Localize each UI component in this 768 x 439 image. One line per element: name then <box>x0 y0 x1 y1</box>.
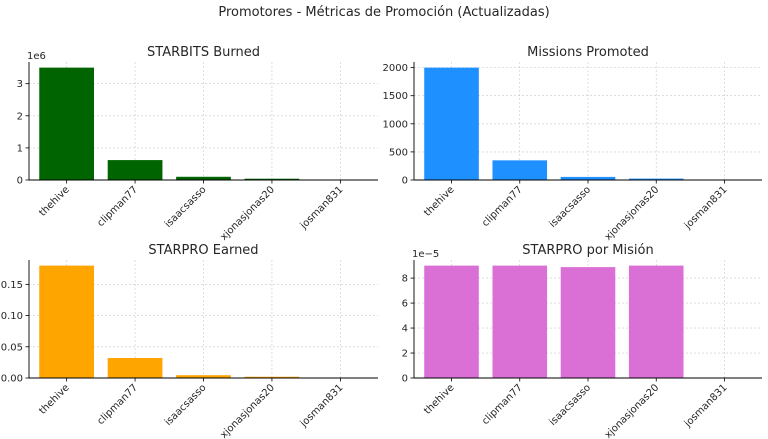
y-tick-label: 0.05 <box>1 342 23 353</box>
y-tick-label: 0.15 <box>1 280 23 291</box>
x-tick-label: thehive <box>422 382 456 416</box>
bar-thehive <box>39 265 95 378</box>
x-tick-label: isaacsasso <box>163 184 209 230</box>
bar-thehive <box>424 67 479 180</box>
x-tick-label: josman831 <box>298 184 346 232</box>
y-tick-label: 1000 <box>383 119 408 130</box>
y-tick-label: 3 <box>17 79 23 90</box>
y-tick-label: 0 <box>17 176 23 187</box>
y-tick-label: 4 <box>402 324 408 335</box>
bar-clipman77 <box>492 160 548 180</box>
x-tick-label: clipman77 <box>95 184 140 229</box>
y-tick-label: 1500 <box>383 91 408 102</box>
subplot-3: 0.00 0.05 0.10 0.15 thehive clipman77 isaacsas… <box>1 243 378 439</box>
subplot-title: STARPRO por Misión <box>522 243 653 258</box>
y-tick-label: 0 <box>402 176 408 187</box>
subplot-1: 0 1 2 3 thehive clipman77 isaacsasso xjonasjona… <box>17 45 378 243</box>
subplot-4: 0 2 4 6 8 thehive clipman77 isaacsasso xjonasjon… <box>402 243 762 439</box>
x-tick-label: josman831 <box>682 382 730 430</box>
bar-xjonasjonas20 <box>628 265 684 378</box>
bar-clipman77 <box>492 265 548 378</box>
y-tick-label: 500 <box>389 147 408 158</box>
bar-isaacsasso <box>176 375 231 378</box>
subplot-title: Missions Promoted <box>527 45 649 60</box>
subplot-title: STARPRO Earned <box>148 243 258 258</box>
y-tick-label: 2 <box>17 111 23 122</box>
x-tick-label: xjonasjonas20 <box>219 382 278 439</box>
x-tick-label: thehive <box>422 184 456 218</box>
y-tick-label: 2 <box>402 349 408 360</box>
x-tick-label: xjonasjonas20 <box>603 184 662 243</box>
x-tick-label: xjonasjonas20 <box>219 184 278 243</box>
x-tick-label: isaacsasso <box>547 382 593 428</box>
bar-thehive <box>39 67 95 180</box>
bar-isaacsasso <box>560 176 616 180</box>
x-tick-label: isaacsasso <box>547 184 593 230</box>
figure-suptitle: Promotores - Métricas de Promoción (Actu… <box>218 5 549 20</box>
x-tick-label: thehive <box>37 382 71 416</box>
y-tick-label: 1 <box>17 143 23 154</box>
bar-isaacsasso <box>176 176 231 180</box>
x-tick-label: thehive <box>37 184 71 218</box>
bar-thehive <box>424 265 479 378</box>
x-tick-label: josman831 <box>298 382 346 430</box>
y-tick-label: 0 <box>402 374 408 385</box>
x-tick-label: josman831 <box>682 184 730 232</box>
y-offset-label: 1e−5 <box>412 249 439 260</box>
subplot-2: 0 500 1000 1500 2000 thehive clipman77 isaacsas… <box>383 45 762 243</box>
bar-xjonasjonas20 <box>244 178 300 180</box>
y-tick-label: 0.00 <box>1 374 23 385</box>
y-tick-label: 8 <box>402 274 408 285</box>
bar-clipman77 <box>107 160 163 180</box>
bar-isaacsasso <box>560 267 616 378</box>
x-tick-label: clipman77 <box>480 382 525 427</box>
bar-clipman77 <box>107 358 163 378</box>
x-tick-label: clipman77 <box>480 184 525 229</box>
y-offset-label: 1e6 <box>27 51 46 62</box>
y-tick-label: 2000 <box>383 63 408 74</box>
x-tick-label: isaacsasso <box>163 382 209 428</box>
y-tick-label: 0.10 <box>1 311 23 322</box>
x-tick-label: clipman77 <box>95 382 140 427</box>
x-tick-label: xjonasjonas20 <box>603 382 662 439</box>
bar-xjonasjonas20 <box>244 376 300 378</box>
bar-xjonasjonas20 <box>628 178 684 180</box>
subplot-title: STARBITS Burned <box>147 45 260 60</box>
y-tick-label: 6 <box>402 299 408 310</box>
